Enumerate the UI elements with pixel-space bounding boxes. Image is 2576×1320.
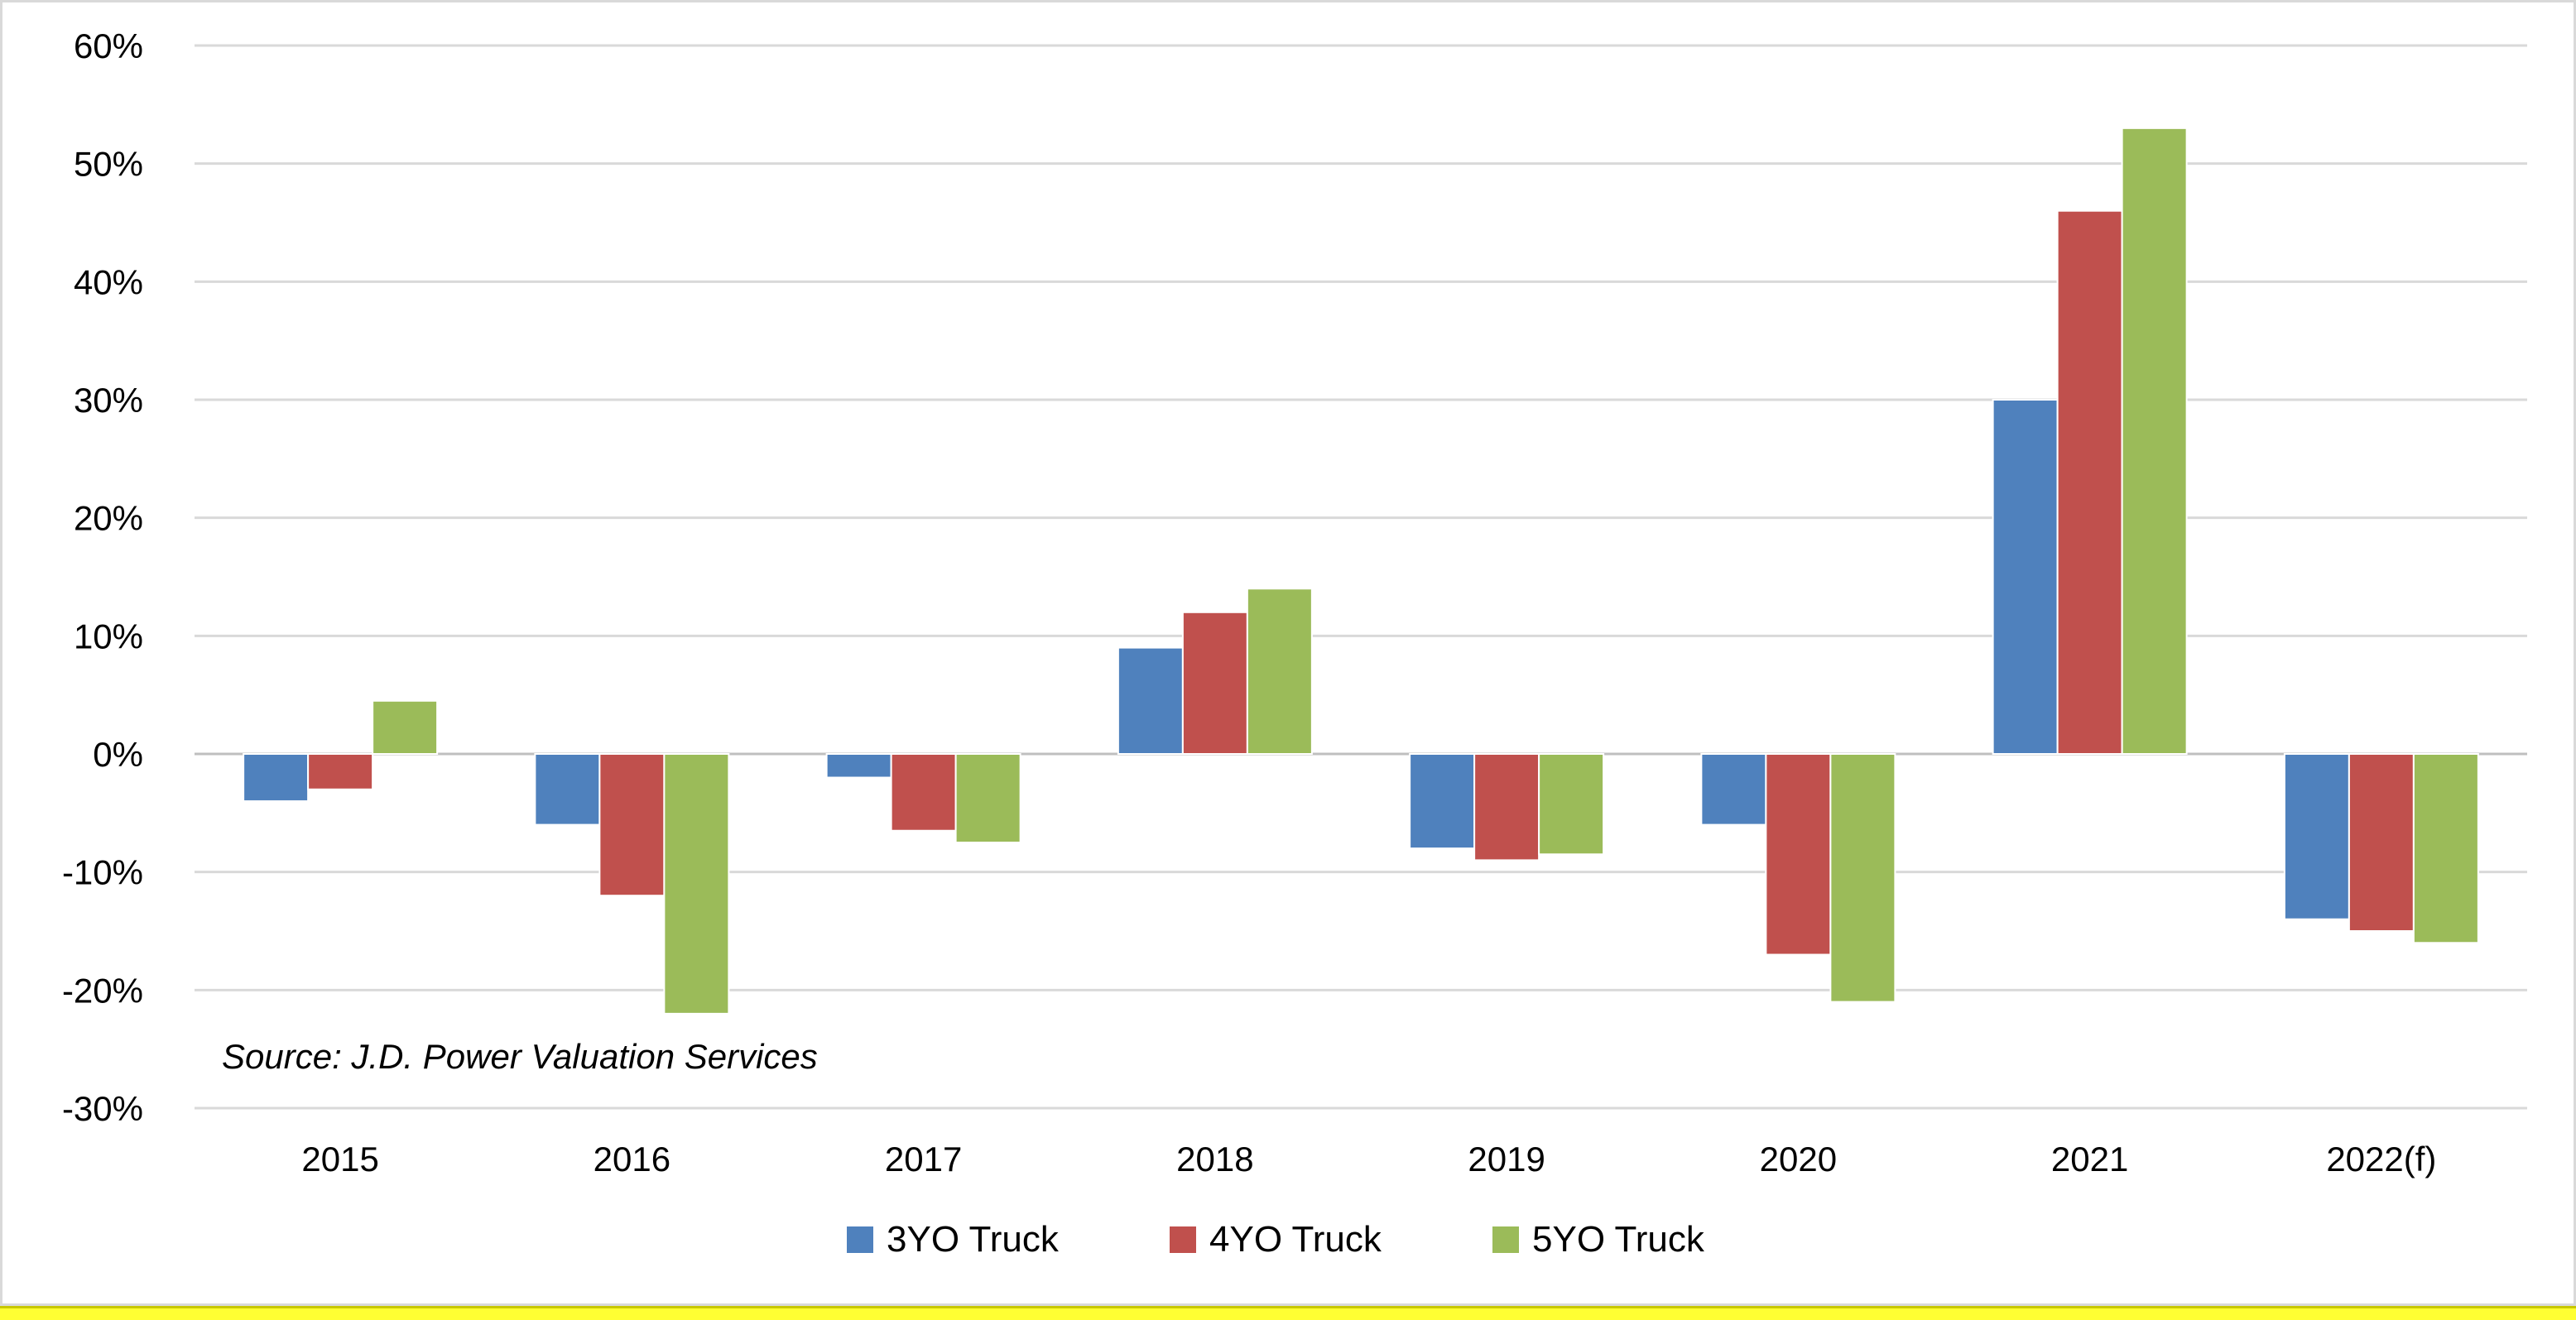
x-tick-label: 2015 xyxy=(301,1140,378,1178)
legend-swatch xyxy=(847,1226,873,1253)
legend-swatch xyxy=(1492,1226,1519,1253)
y-tick-label: 40% xyxy=(74,262,143,301)
bar-5yo-truck-2015 xyxy=(372,699,439,755)
bar-3yo-truck-2020 xyxy=(1700,753,1767,826)
bar-4yo-truck-2017 xyxy=(890,753,957,832)
legend-swatch xyxy=(1170,1226,1196,1253)
legend-label: 3YO Truck xyxy=(887,1219,1060,1260)
bar-5yo-truck-2019 xyxy=(1538,753,1605,856)
bar-4yo-truck-2021 xyxy=(2056,209,2123,755)
legend-label: 5YO Truck xyxy=(1532,1219,1705,1260)
source-annotation: Source: J.D. Power Valuation Services xyxy=(222,1037,818,1076)
bar-4yo-truck-2020 xyxy=(1765,753,1832,956)
x-tick-label: 2016 xyxy=(594,1140,670,1178)
bars-layer xyxy=(243,127,2479,1015)
x-tick-label: 2017 xyxy=(885,1140,962,1178)
bar-3yo-truck-2015 xyxy=(243,753,310,803)
bottom-highlight-strip xyxy=(0,1306,2576,1320)
x-tick-label: 2018 xyxy=(1176,1140,1253,1178)
bar-4yo-truck-2016 xyxy=(598,753,666,897)
legend-label: 4YO Truck xyxy=(1209,1219,1382,1260)
x-tick-label: 2020 xyxy=(1760,1140,1837,1178)
y-tick-label: -20% xyxy=(62,971,143,1010)
bar-3yo-truck-2017 xyxy=(825,753,892,779)
bar-5yo-truck-2022(f) xyxy=(2412,753,2479,944)
x-tick-label: 2021 xyxy=(2051,1140,2128,1178)
bar-3yo-truck-2018 xyxy=(1117,646,1184,755)
bar-5yo-truck-2016 xyxy=(663,753,730,1015)
y-tick-label: -10% xyxy=(62,853,143,892)
y-tick-label: 20% xyxy=(74,499,143,538)
bar-3yo-truck-2022(f) xyxy=(2283,753,2350,920)
bar-4yo-truck-2015 xyxy=(307,753,374,790)
y-tick-label: 50% xyxy=(74,145,143,184)
y-tick-label: -30% xyxy=(62,1089,143,1128)
y-tick-label: 30% xyxy=(74,381,143,420)
x-axis-ticks: 2015 2016 2017 2018 2019 2020 2021 2022(f) xyxy=(301,1140,2436,1178)
x-tick-label: 2022(f) xyxy=(2326,1140,2436,1178)
bar-3yo-truck-2016 xyxy=(534,753,601,826)
bar-3yo-truck-2019 xyxy=(1409,753,1476,850)
y-tick-label: 10% xyxy=(74,617,143,655)
bar-4yo-truck-2018 xyxy=(1181,611,1248,755)
bar-5yo-truck-2017 xyxy=(954,753,1021,843)
bar-4yo-truck-2022(f) xyxy=(2348,753,2415,932)
legend: 3YO Truck 4YO Truck 5YO Truck xyxy=(847,1219,1705,1260)
bar-5yo-truck-2020 xyxy=(1829,753,1896,1003)
x-tick-label: 2019 xyxy=(1468,1140,1545,1178)
y-axis-ticks: 60% 50% 40% 30% 20% 10% 0% -10% -20% -30% xyxy=(62,26,143,1128)
y-tick-label: 60% xyxy=(74,26,143,65)
bar-5yo-truck-2018 xyxy=(1246,588,1313,755)
bar-5yo-truck-2021 xyxy=(2121,127,2188,756)
y-tick-label: 0% xyxy=(93,735,143,774)
bar-4yo-truck-2019 xyxy=(1473,753,1540,862)
bar-3yo-truck-2021 xyxy=(1992,399,2059,755)
